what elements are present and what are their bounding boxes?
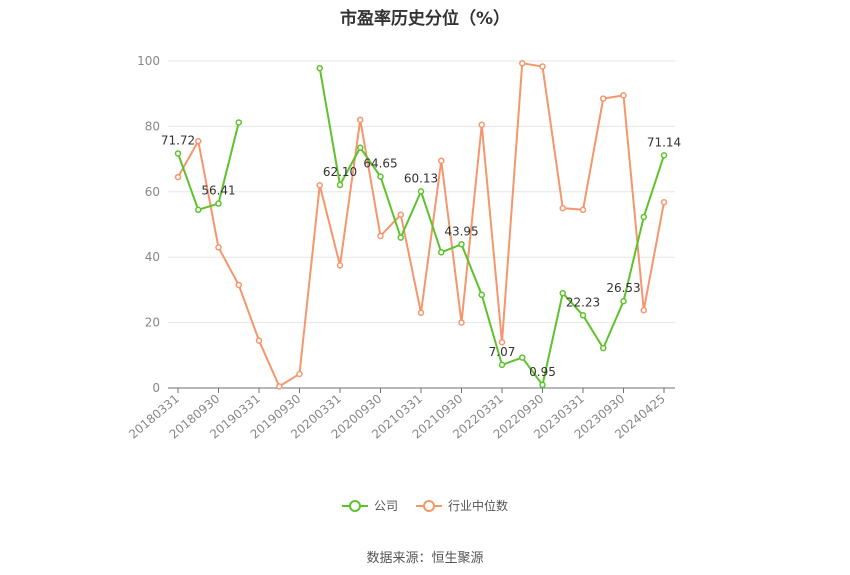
- data-point[interactable]: [478, 291, 485, 299]
- data-label: 71.72: [161, 133, 195, 147]
- data-label: 62.10: [323, 165, 357, 179]
- data-point[interactable]: [438, 249, 445, 256]
- data-point[interactable]: [397, 234, 404, 241]
- data-point[interactable]: [215, 200, 222, 207]
- data-label: 64.65: [363, 157, 397, 171]
- data-point[interactable]: [660, 199, 668, 206]
- data-point[interactable]: [478, 121, 485, 129]
- y-tick-labels: 0 20 40 60 80 100: [137, 54, 160, 395]
- data-point[interactable]: [559, 204, 566, 212]
- data-point[interactable]: [296, 370, 303, 378]
- chart-title: 市盈率历史分位（%）: [339, 9, 511, 29]
- data-point[interactable]: [255, 337, 263, 344]
- series-lines: [174, 60, 668, 390]
- data-point[interactable]: [458, 319, 465, 326]
- data-point[interactable]: [620, 92, 627, 99]
- legend-swatch-industry-median: [416, 499, 442, 513]
- data-point[interactable]: [174, 173, 182, 181]
- data-point[interactable]: [336, 181, 344, 189]
- data-point[interactable]: [640, 213, 647, 221]
- y-tick-label: 40: [145, 250, 160, 264]
- data-labels: 71.72 56.41 62.10 64.65 60.13 43.95 7.07 0.95 22…: [161, 133, 681, 378]
- x-tick-labels: 2018033120180930201903312019093020200331…: [126, 388, 668, 442]
- y-tick-label: 60: [145, 185, 160, 199]
- data-point[interactable]: [336, 262, 344, 269]
- legend-item-industry-median[interactable]: 行业中位数: [416, 497, 508, 514]
- data-point[interactable]: [195, 137, 202, 145]
- series-industry-median: [174, 60, 668, 390]
- data-point[interactable]: [519, 354, 526, 361]
- y-tick-label: 0: [152, 381, 160, 395]
- data-label: 56.41: [201, 184, 235, 198]
- y-tick-label: 20: [145, 316, 160, 330]
- legend-label-company: 公司: [373, 499, 398, 513]
- data-point[interactable]: [438, 157, 445, 164]
- data-point[interactable]: [600, 344, 607, 352]
- y-tick-label: 80: [145, 119, 160, 133]
- data-point[interactable]: [235, 281, 242, 289]
- data-point[interactable]: [235, 119, 242, 126]
- series-line: [177, 62, 665, 388]
- data-point[interactable]: [377, 232, 384, 240]
- data-point[interactable]: [215, 244, 222, 251]
- data-point[interactable]: [498, 361, 506, 369]
- data-point[interactable]: [620, 297, 627, 305]
- data-point[interactable]: [357, 116, 364, 124]
- data-point[interactable]: [174, 150, 182, 157]
- data-point[interactable]: [357, 144, 364, 151]
- data-label: 43.95: [444, 224, 478, 238]
- legend: 公司 行业中位数: [0, 497, 850, 514]
- data-point[interactable]: [660, 152, 668, 159]
- data-point[interactable]: [417, 188, 425, 195]
- data-point[interactable]: [498, 338, 506, 346]
- line-chart: 0 20 40 60 80 100 201803312018093020190331201…: [126, 54, 681, 442]
- data-point[interactable]: [417, 309, 425, 317]
- data-point[interactable]: [316, 182, 323, 189]
- legend-label-industry-median: 行业中位数: [448, 499, 509, 513]
- data-point[interactable]: [316, 64, 323, 72]
- data-label: 7.07: [489, 345, 516, 359]
- source-note: 数据来源：恒生聚源: [366, 551, 484, 566]
- data-point[interactable]: [377, 173, 384, 180]
- data-point[interactable]: [458, 241, 465, 248]
- data-point[interactable]: [519, 60, 526, 67]
- data-point[interactable]: [579, 206, 587, 214]
- data-point[interactable]: [579, 312, 587, 319]
- data-point[interactable]: [195, 206, 202, 214]
- data-point[interactable]: [640, 306, 647, 314]
- series-line: [318, 68, 665, 386]
- data-label: 26.53: [606, 281, 640, 295]
- data-label: 71.14: [647, 135, 681, 149]
- data-point[interactable]: [539, 381, 546, 389]
- legend-swatch-company: [341, 499, 368, 513]
- data-point[interactable]: [276, 383, 283, 390]
- data-label: 22.23: [566, 295, 600, 309]
- data-point[interactable]: [539, 63, 546, 70]
- data-point[interactable]: [559, 289, 566, 297]
- legend-item-company[interactable]: 公司: [341, 497, 398, 514]
- data-point[interactable]: [397, 211, 404, 218]
- data-label: 60.13: [404, 171, 438, 185]
- y-tick-label: 100: [137, 54, 160, 68]
- data-label: 0.95: [529, 365, 556, 379]
- data-point[interactable]: [600, 95, 607, 102]
- series-line: [177, 122, 240, 211]
- series-company: [174, 64, 668, 389]
